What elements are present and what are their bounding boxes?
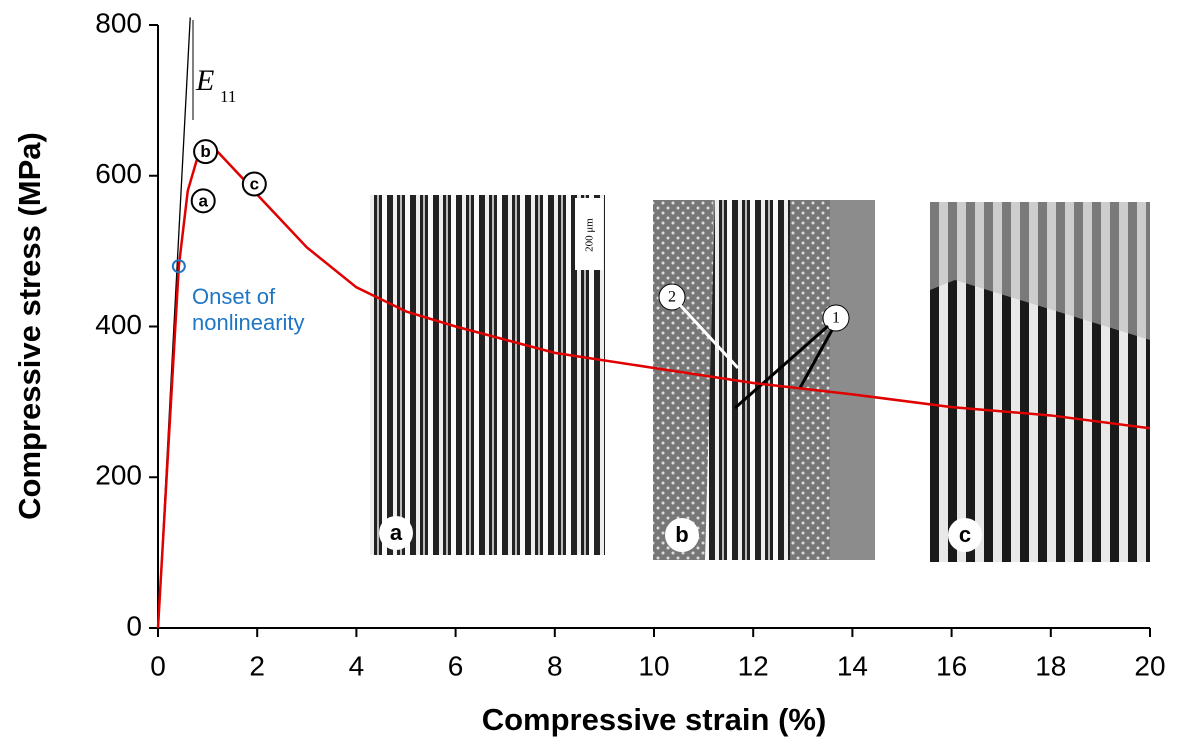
inset-badge — [658, 283, 686, 311]
data-line — [156, 143, 1151, 629]
arrow — [734, 324, 829, 410]
x-tick-label: 2 — [249, 650, 265, 681]
inset-badge — [665, 518, 699, 552]
point-badge — [190, 188, 216, 214]
x-axis-title: Compressive strain (%) — [482, 702, 827, 737]
point-label: a — [198, 191, 208, 210]
inset-image — [705, 200, 790, 560]
inset-badge — [379, 516, 413, 550]
arrow — [798, 329, 834, 389]
inset-badge — [822, 304, 850, 332]
x-tick-label: 18 — [1035, 650, 1066, 681]
point-label: b — [200, 142, 210, 161]
modulus-label: E — [195, 64, 214, 97]
x-tick-label: 14 — [837, 650, 868, 681]
arrow-label: 2 — [668, 289, 676, 306]
inset-label: a — [390, 520, 403, 545]
arrow-label: 1 — [832, 310, 840, 327]
modulus-subscript: 11 — [220, 87, 236, 106]
onset-marker — [171, 259, 186, 274]
inset-label: b — [675, 522, 688, 547]
onset-label: Onset of nonlinearity — [192, 284, 305, 335]
x-tick-label: 4 — [349, 650, 365, 681]
point-badge — [193, 139, 219, 165]
onset-label-line: nonlinearity — [192, 310, 305, 335]
inset-image — [370, 195, 605, 555]
inset-label: c — [959, 522, 971, 547]
inset-image — [930, 202, 1150, 340]
y-tick-label: 400 — [95, 309, 142, 340]
arrow — [678, 303, 740, 370]
scale-label: 200 μm — [584, 218, 596, 252]
scale-box — [575, 198, 603, 270]
y-axis-title: Compressive stress (MPa) — [12, 132, 47, 520]
inset-images — [370, 195, 1150, 562]
y-tick-label: 0 — [126, 610, 142, 641]
inset-badge — [948, 518, 982, 552]
x-tick-label: 16 — [936, 650, 967, 681]
inset-image — [785, 200, 830, 560]
x-tick-label: 12 — [738, 650, 769, 681]
y-tick-label: 600 — [95, 158, 142, 189]
point-badge — [241, 171, 267, 197]
point-label: c — [250, 174, 259, 193]
y-tick-label: 200 — [95, 460, 142, 491]
onset-label-line: Onset of — [192, 284, 276, 309]
x-tick-label: 0 — [150, 650, 166, 681]
x-tick-label: 10 — [638, 650, 669, 681]
x-tick-label: 8 — [547, 650, 563, 681]
x-tick-label: 20 — [1134, 650, 1165, 681]
x-tick-label: 6 — [448, 650, 464, 681]
y-tick-label: 800 — [95, 7, 142, 38]
inset-image — [653, 200, 713, 560]
